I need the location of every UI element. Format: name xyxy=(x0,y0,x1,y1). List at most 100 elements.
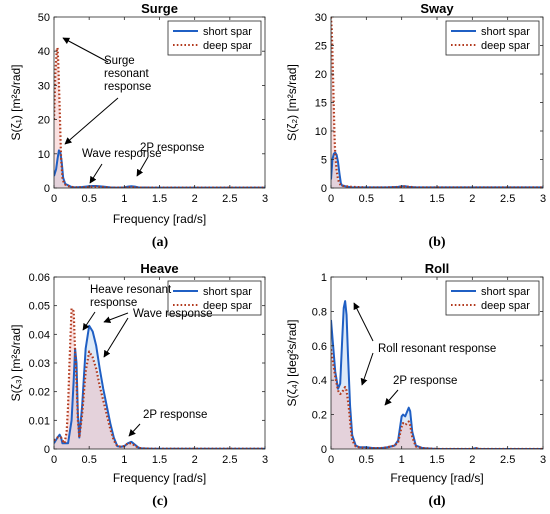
y-tick-label: 0.02 xyxy=(29,387,50,399)
x-tick-label: 2 xyxy=(192,193,198,205)
legend-label: deep spar xyxy=(203,300,252,312)
annotation-text: Wave response xyxy=(82,148,161,160)
x-tick-label: 1.5 xyxy=(152,454,167,466)
panel-label: (b) xyxy=(428,235,445,250)
y-tick-label: 0 xyxy=(44,183,50,195)
x-tick-label: 0.5 xyxy=(359,193,374,205)
chart-title: Surge xyxy=(141,1,178,16)
x-tick-label: 3 xyxy=(540,454,546,466)
legend-label: deep spar xyxy=(203,40,252,52)
y-tick-label: 20 xyxy=(38,115,50,127)
x-tick-label: 1.5 xyxy=(152,193,167,205)
panel-label: (c) xyxy=(152,494,168,509)
y-axis-label: S(ζ₁) [m²s/rad] xyxy=(9,64,23,140)
annotation: Wave response xyxy=(82,148,161,184)
series-group xyxy=(54,307,265,449)
y-tick-label: 0.04 xyxy=(29,329,50,341)
annotation: Roll resonant response xyxy=(353,302,496,386)
annotation-arrow xyxy=(64,97,119,145)
y-tick-label: 40 xyxy=(38,46,50,58)
annotation-text: Heave resonant xyxy=(90,284,172,296)
annotation-text: Surge xyxy=(104,55,135,67)
annotation: 2P response xyxy=(128,409,207,437)
annotation-text: Roll resonant response xyxy=(378,343,496,355)
series-line-deep-spar xyxy=(331,17,543,188)
y-tick-label: 30 xyxy=(38,80,50,92)
x-tick-label: 0.5 xyxy=(82,193,97,205)
annotation-arrow xyxy=(384,389,399,406)
chart-title: Heave xyxy=(140,261,178,276)
x-tick-label: 0.5 xyxy=(82,454,97,466)
y-tick-label: 10 xyxy=(38,149,50,161)
annotation-arrow xyxy=(103,317,129,358)
x-tick-label: 3 xyxy=(262,193,268,205)
annotation-text: resonant xyxy=(104,68,150,80)
x-tick-label: 2.5 xyxy=(222,193,237,205)
legend: short spar deep spar xyxy=(445,280,540,316)
x-tick-label: 2.5 xyxy=(500,454,515,466)
annotation-text: response xyxy=(104,81,151,93)
y-tick-label: 15 xyxy=(315,98,327,110)
x-tick-label: 0 xyxy=(328,193,334,205)
y-tick-label: 0.05 xyxy=(29,301,50,313)
legend-box xyxy=(445,20,540,56)
x-axis-label: Frequency [rad/s] xyxy=(390,471,483,485)
y-tick-label: 50 xyxy=(38,12,50,24)
x-axis-label: Frequency [rad/s] xyxy=(113,471,206,485)
series-line-short-spar xyxy=(331,300,543,449)
annotation-text: 2P response xyxy=(143,409,207,421)
series-band-short-spar xyxy=(54,325,265,449)
chart-panel-heave: 0 0.5 1 1.5 2 2.5 3 0 0.01 0.02 0.03 0.04 0.05 0.06 He… xyxy=(9,261,268,509)
y-tick-label: 0 xyxy=(44,444,50,456)
series-group xyxy=(331,300,543,449)
annotation: Wave response xyxy=(103,308,212,358)
x-tick-label: 1 xyxy=(121,454,127,466)
x-tick-label: 2.5 xyxy=(500,193,515,205)
y-axis-label: S(ζ₄) [deg²s/rad] xyxy=(285,320,299,407)
legend-box xyxy=(445,280,540,316)
annotation: 2P response xyxy=(384,375,457,406)
chart-title: Roll xyxy=(425,261,450,276)
annotation-arrow xyxy=(62,37,109,63)
y-tick-label: 0.2 xyxy=(312,410,327,422)
x-tick-label: 0 xyxy=(328,454,334,466)
x-tick-label: 1 xyxy=(399,454,405,466)
y-tick-label: 0.03 xyxy=(29,358,50,370)
x-tick-label: 1 xyxy=(121,193,127,205)
x-tick-label: 0.5 xyxy=(359,454,374,466)
x-tick-label: 2 xyxy=(192,454,198,466)
legend-label: deep spar xyxy=(481,40,530,52)
legend-box xyxy=(167,20,262,56)
panel-label: (a) xyxy=(152,235,169,250)
x-tick-label: 0 xyxy=(51,454,57,466)
series-line-short-spar xyxy=(54,149,265,188)
y-tick-label: 20 xyxy=(315,69,327,81)
annotation-arrow xyxy=(360,352,374,386)
series-line-deep-spar xyxy=(54,307,265,449)
x-tick-label: 2 xyxy=(469,454,475,466)
chart-panel-roll: 0 0.5 1 1.5 2 2.5 3 0 0.2 0.4 0.6 0.8 1 Roll Frequency… xyxy=(285,261,546,509)
annotation-text: 2P response xyxy=(393,375,457,387)
x-tick-label: 3 xyxy=(540,193,546,205)
annotation-arrow xyxy=(353,302,374,342)
x-tick-label: 0 xyxy=(51,193,57,205)
legend: short spar deep spar xyxy=(167,20,262,56)
annotation-arrow xyxy=(136,156,149,177)
x-tick-label: 1.5 xyxy=(429,193,444,205)
y-tick-label: 0.4 xyxy=(312,375,327,387)
y-tick-label: 0 xyxy=(321,444,327,456)
panel-label: (d) xyxy=(428,494,445,509)
y-axis-label: S(ζ₂) [m²s/rad] xyxy=(285,64,299,141)
x-tick-label: 2 xyxy=(469,193,475,205)
y-tick-label: 0.01 xyxy=(29,415,50,427)
annotation: 2P response xyxy=(136,142,204,177)
legend: short spar deep spar xyxy=(167,280,262,316)
series-band-deep-spar xyxy=(54,308,265,449)
x-tick-label: 1 xyxy=(399,193,405,205)
annotation-text: Wave response xyxy=(133,308,212,320)
legend-label: short spar xyxy=(481,286,530,298)
